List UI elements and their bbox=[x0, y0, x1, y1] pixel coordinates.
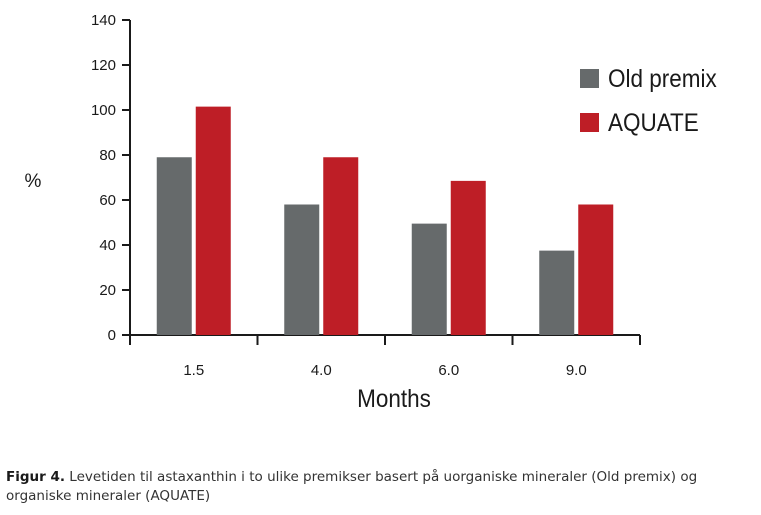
legend-swatch bbox=[580, 69, 599, 88]
caption-label: Figur 4. bbox=[6, 469, 66, 485]
bar-aquate-1.5 bbox=[195, 106, 231, 335]
bar-aquate-9.0 bbox=[578, 204, 614, 335]
y-tick-label: 80 bbox=[99, 147, 116, 164]
legend: Old premix AQUATE bbox=[580, 65, 717, 137]
caption-text: Levetiden til astaxanthin i to ulike pre… bbox=[6, 469, 698, 504]
y-tick-label: 140 bbox=[91, 12, 116, 29]
bar-aquate-4.0 bbox=[323, 157, 359, 335]
y-axis: 0 20 40 60 80 100 120 140 bbox=[91, 12, 131, 344]
bar-old-premix-1.5 bbox=[156, 157, 192, 335]
bar-old-premix-9.0 bbox=[539, 250, 575, 335]
bar-old-premix-6.0 bbox=[411, 223, 447, 335]
legend-swatch bbox=[580, 113, 599, 132]
y-tick-label: 20 bbox=[99, 282, 116, 299]
y-axis-label: % bbox=[25, 171, 42, 192]
bars bbox=[156, 106, 614, 335]
legend-label: Old premix bbox=[608, 65, 717, 93]
x-axis-label: Months bbox=[357, 385, 431, 413]
x-tick-label: 6.0 bbox=[438, 362, 459, 379]
bar-old-premix-4.0 bbox=[284, 204, 320, 335]
x-tick-label: 4.0 bbox=[311, 362, 332, 379]
x-axis: 1.5 4.0 6.0 9.0 bbox=[129, 334, 641, 379]
figure-caption: Figur 4. Levetiden til astaxanthin i to … bbox=[6, 468, 746, 506]
x-tick-label: 1.5 bbox=[183, 362, 204, 379]
y-tick-label: 120 bbox=[91, 57, 116, 74]
y-tick-label: 40 bbox=[99, 237, 116, 254]
x-tick-label: 9.0 bbox=[566, 362, 587, 379]
bar-chart: 0 20 40 60 80 100 120 140 1.5 4.0 6.0 9.0 Old prem… bbox=[25, 12, 717, 413]
y-tick-label: 0 bbox=[108, 327, 116, 344]
y-tick-label: 100 bbox=[91, 102, 116, 119]
legend-label: AQUATE bbox=[608, 109, 699, 137]
y-tick-label: 60 bbox=[99, 192, 116, 209]
bar-aquate-6.0 bbox=[450, 180, 486, 335]
